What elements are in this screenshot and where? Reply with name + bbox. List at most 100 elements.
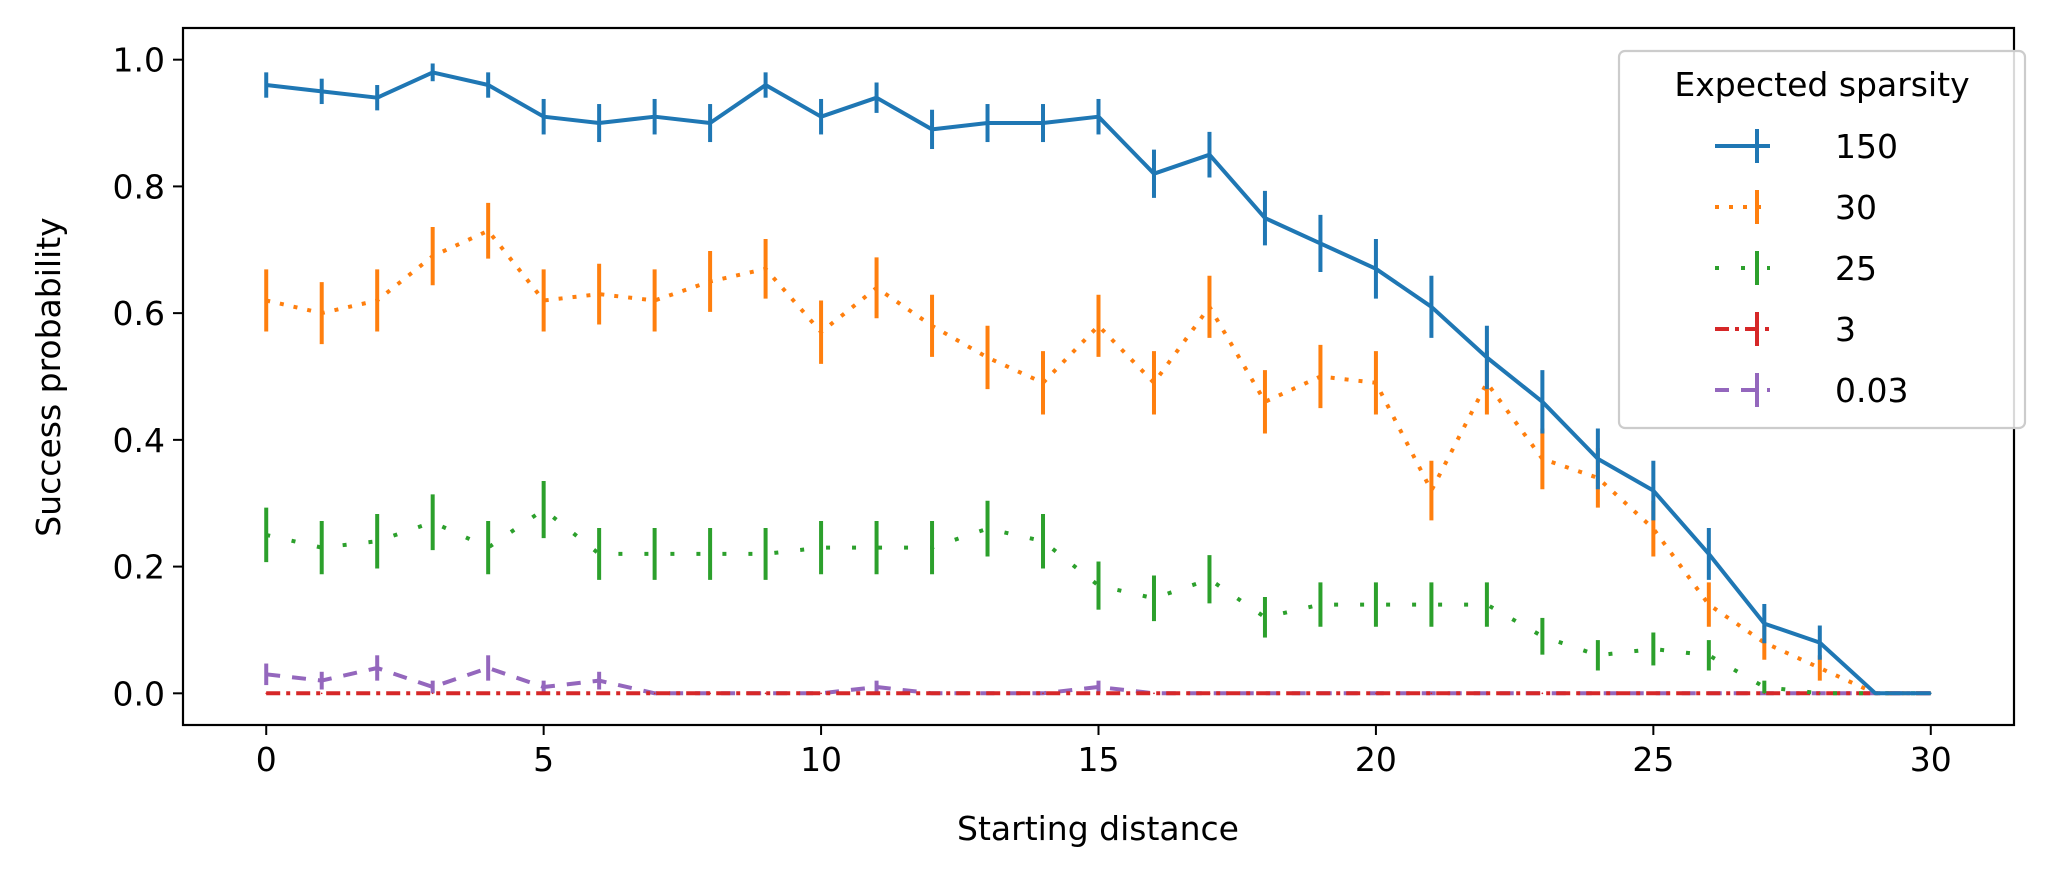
y-tick-label: 0.8 [113,167,165,206]
legend-entry-30: 30 [1715,188,1877,227]
data-point [487,667,489,669]
data-point [931,325,933,327]
data-point [1375,382,1377,384]
data-point [542,686,545,688]
legend-entry-25: 25 [1715,249,1877,288]
data-point [376,299,378,302]
data-point [764,692,767,695]
series-150 [264,63,1932,696]
data-point [376,667,378,669]
data-point [320,679,323,682]
series-0-03 [264,655,1932,696]
legend-label: 3 [1835,310,1856,349]
data-point [598,553,600,555]
data-point [487,229,489,232]
data-point [320,90,323,93]
data-point [1597,692,1599,695]
y-tick-label: 0.2 [113,548,165,587]
data-point [431,692,434,695]
data-point [1486,692,1488,695]
data-point [709,122,711,124]
data-point [1819,667,1821,669]
y-tick-label: 0.0 [113,674,165,713]
data-point [1430,603,1433,606]
data-point [875,96,878,99]
data-point [1319,603,1322,606]
series-30 [264,202,1932,696]
data-point [431,521,434,524]
series-layer [264,63,1932,696]
data-point [1541,635,1544,638]
legend-box [1617,49,2027,430]
data-point [431,255,434,257]
data-point [1652,648,1655,650]
data-point [986,122,989,124]
data-point [875,692,878,695]
data-point [1430,489,1433,492]
data-point [875,286,878,289]
legend-entry-150: 150 [1715,127,1898,166]
y-tick-label: 0.6 [113,294,165,333]
data-point [431,686,434,688]
legend-entry-0-03: 0.03 [1715,371,1908,410]
data-point [320,312,323,314]
data-point [1264,217,1266,219]
data-point [1541,692,1544,695]
data-point [542,692,545,695]
legend-label: 30 [1835,188,1877,227]
data-point [1319,692,1322,695]
series-25 [264,481,1932,696]
data-point [875,546,878,549]
data-point [1208,153,1211,156]
data-point [265,299,268,302]
data-point [598,122,600,124]
data-point [709,280,711,283]
data-point [542,508,545,511]
x-tick-label: 15 [1078,740,1120,779]
data-point [1486,356,1488,359]
series-3 [265,691,1932,696]
y-axis-label: Success probability [29,217,68,536]
data-point [487,546,489,549]
data-point [542,299,545,302]
data-point [875,686,878,688]
data-point [709,692,711,695]
x-tick-label: 0 [256,740,277,779]
data-point [1708,553,1710,555]
data-point [1208,306,1211,308]
y-axis: 0.0 0.2 0.4 0.6 0.8 1.0 [113,41,183,713]
data-point [376,692,378,695]
data-point [1874,692,1877,695]
data-point [1097,325,1100,327]
data-point [1430,692,1433,695]
y-tick-label: 0.4 [113,421,165,460]
data-point [1097,692,1100,695]
data-point [1541,458,1544,460]
data-point [653,692,656,695]
data-point [487,84,489,86]
x-tick-label: 20 [1355,740,1397,779]
data-point [1097,584,1100,587]
data-point [1819,641,1821,644]
x-axis-label: Starting distance [957,809,1239,848]
data-point [1541,401,1544,403]
data-point [820,115,822,118]
data-point [931,692,933,695]
data-point [1597,458,1599,460]
data-point [1708,692,1710,695]
data-point [1375,267,1377,270]
data-point [653,299,656,302]
data-point [376,96,378,99]
x-tick-label: 25 [1632,740,1674,779]
data-point [709,553,711,555]
data-point [320,546,323,549]
data-point [653,115,656,118]
data-point [1264,616,1266,619]
y-tick-label: 1.0 [113,41,165,80]
data-point [1763,686,1766,688]
data-point [598,692,600,695]
data-point [1708,603,1710,606]
data-point [1042,540,1044,543]
legend: Expected sparsity 150 30 25 3 0.03 [1617,49,2027,430]
